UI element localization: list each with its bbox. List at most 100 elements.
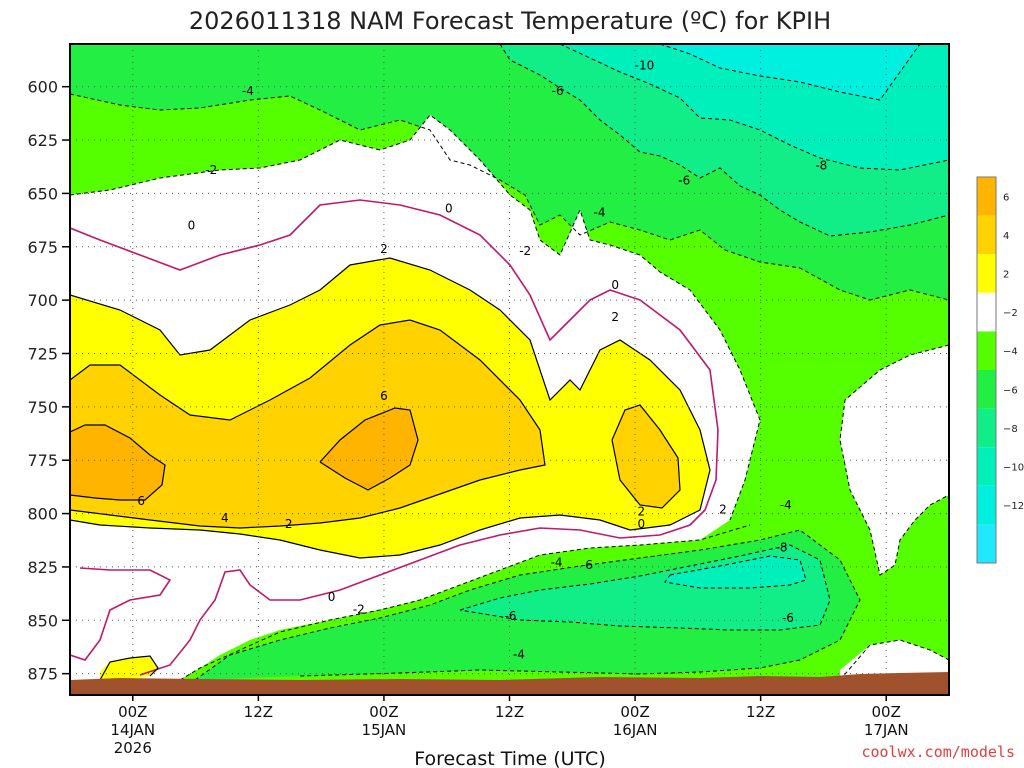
- colorbar-swatch: [977, 177, 996, 216]
- contour-label-text: -8: [776, 541, 788, 555]
- contour-label: -2: [353, 603, 365, 617]
- contour-label: 2: [719, 502, 727, 516]
- colorbar-swatch: [977, 485, 996, 525]
- x-tick-label-time: 00Z: [872, 703, 901, 721]
- band-minus-12-to-minus-10: [660, 44, 920, 100]
- y-axis: 600 625 650 675 700 725 750 775 800 825 850 875: [27, 78, 70, 684]
- contour-label-text: 2: [611, 310, 619, 324]
- contour-label-text: -8: [815, 159, 827, 173]
- contour-minus-4-upper: [70, 93, 949, 301]
- colorbar-swatch: [977, 254, 996, 293]
- band-4-to-6: [70, 320, 545, 528]
- contour-label-text: -6: [678, 174, 690, 188]
- x-tick-label-time: 00Z: [369, 703, 398, 721]
- chart-title: 2026011318 NAM Forecast Temperature (ºC)…: [189, 7, 831, 35]
- contour-label-text: -4: [780, 498, 792, 512]
- grid-lines: [70, 44, 949, 695]
- colorbar-label: −6: [1003, 385, 1018, 396]
- y-tick-label: 650: [27, 184, 58, 203]
- band-white-lower-right: [840, 640, 949, 680]
- contour-label: -6: [782, 611, 794, 625]
- contour-label-text: 0: [188, 218, 196, 232]
- contour-2: [70, 257, 711, 559]
- contour-label-text: -6: [782, 611, 794, 625]
- y-tick-label: 700: [27, 291, 58, 310]
- contour-minus-2-lower: [179, 524, 751, 681]
- contour-label: -4: [513, 647, 525, 661]
- contour-minus-4-lower: [194, 529, 861, 681]
- y-tick-label: 600: [27, 78, 58, 97]
- colorbar-label: −10: [1003, 463, 1024, 474]
- contour-minus-2-lower-right: [839, 639, 949, 681]
- y-tick-label: 725: [27, 344, 58, 363]
- temperature-field: [70, 44, 949, 695]
- contour-label: -8: [815, 159, 827, 173]
- x-tick-label-time: 00Z: [118, 703, 147, 721]
- contour-label: -8: [776, 541, 788, 555]
- contour-minus-2-right: [839, 344, 949, 576]
- ground-terrain: [70, 672, 949, 695]
- credit-text[interactable]: coolwx.com/models: [861, 743, 1015, 761]
- contour-label-text: -4: [242, 84, 254, 98]
- contour-label: -2: [205, 163, 217, 177]
- x-tick-label-year: 2026: [114, 739, 152, 757]
- contour-label: 4: [221, 511, 229, 525]
- contour-label: -10: [635, 58, 655, 72]
- x-axis-label: Forecast Time (UTC): [414, 748, 605, 768]
- contour-label: -4: [594, 206, 606, 220]
- colorbar-swatch: [977, 292, 996, 332]
- contour-label: 0: [611, 278, 619, 292]
- contour-label: -4: [551, 556, 563, 570]
- y-tick-label: 675: [27, 238, 58, 257]
- colorbar-swatch: [977, 331, 996, 370]
- y-tick-label: 850: [27, 611, 58, 630]
- contour-minus-8-upper: [559, 44, 949, 171]
- contour-label: -6: [581, 558, 593, 572]
- colorbar-label: −4: [1003, 347, 1018, 358]
- contour-label-text: -4: [513, 647, 525, 661]
- band-6-to-8-center: [320, 408, 418, 490]
- contour-label: -6: [552, 84, 564, 98]
- contour-label: -6: [505, 609, 517, 623]
- band-minus-10-to-minus-8-lower: [665, 556, 806, 588]
- contour-2-surface: [99, 655, 159, 681]
- contour-label-text: -4: [594, 206, 606, 220]
- x-tick-label-date: 17JAN: [864, 721, 909, 739]
- band-white-right: [840, 345, 949, 575]
- contour-label: 0: [188, 218, 196, 232]
- contour-label: -6: [678, 174, 690, 188]
- x-tick-label-date: 14JAN: [110, 721, 155, 739]
- contour-label-text: 0: [445, 201, 453, 215]
- contour-zero-left: [70, 567, 172, 661]
- contour-label-text: 6: [380, 389, 388, 403]
- x-tick-label-time: 12Z: [746, 703, 775, 721]
- contour-label: 0: [638, 517, 646, 531]
- x-tick-label-time: 12Z: [495, 703, 524, 721]
- colorbar-label: 6: [1003, 192, 1009, 203]
- x-tick-label-date: 15JAN: [362, 721, 407, 739]
- contour-label-text: -2: [205, 163, 217, 177]
- contour-label-text: 0: [328, 590, 336, 604]
- band-4-to-6-right: [612, 405, 680, 508]
- contour-lines: [70, 44, 949, 681]
- contour-6-center: [319, 407, 419, 491]
- contour-label: 2: [638, 504, 646, 518]
- contour-4-right: [611, 404, 681, 509]
- contour-label: 2: [611, 310, 619, 324]
- x-tick-label-date: 16JAN: [613, 721, 658, 739]
- contour-label: -4: [780, 498, 792, 512]
- y-tick-label: 750: [27, 398, 58, 417]
- colorbar-swatch: [977, 370, 996, 409]
- contour-label: -2: [519, 244, 531, 258]
- colorbar-swatch: [977, 408, 996, 448]
- y-tick-label: 825: [27, 558, 58, 577]
- colorbar-swatch: [977, 215, 996, 255]
- contour-label: 0: [445, 201, 453, 215]
- contour-4: [70, 319, 546, 529]
- contour-label-text: -2: [353, 603, 365, 617]
- contour-minus-8-lower: [664, 555, 807, 589]
- band-6-to-8-left: [70, 425, 165, 500]
